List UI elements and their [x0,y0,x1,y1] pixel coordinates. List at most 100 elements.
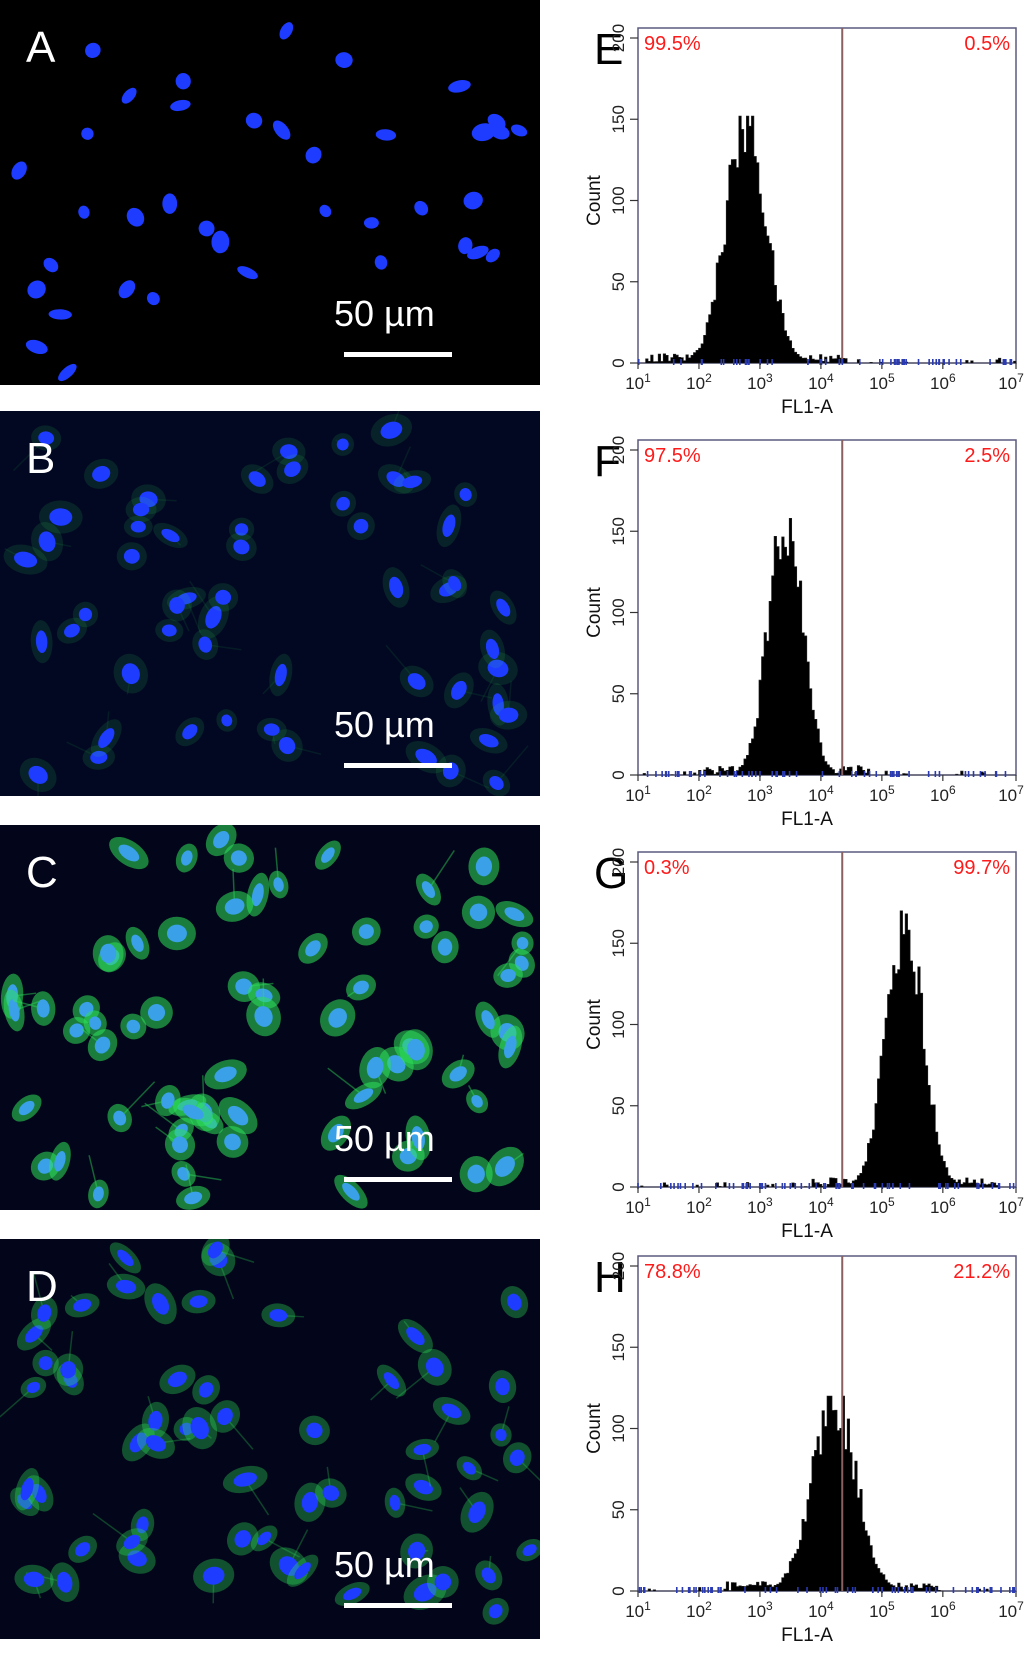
cell-nucleus [31,1483,47,1503]
cell-nucleus [415,748,437,766]
cell-nucleus [115,1279,137,1294]
cell-nucleus [504,1035,517,1059]
cell-nucleus [269,1309,288,1322]
cell-neurite [144,1102,182,1132]
cell-nucleus [182,724,198,740]
y-tick-label: 150 [609,517,628,545]
y-tick-label: 50 [609,1500,628,1519]
cell-nucleus [64,623,80,638]
plot-frame [637,851,1017,1188]
cell-nucleus [129,1432,147,1453]
cell-nucleus [217,1407,233,1426]
cell-nucleus [161,624,177,637]
panel-letter-f: F [594,437,621,486]
cell-nucleus [121,87,137,104]
cell-nucleus [98,728,115,748]
cell-neurite [427,850,455,890]
cell-nucleus [18,1100,35,1116]
cell-neurite [421,1449,432,1487]
cell-nucleus [509,1449,525,1466]
cell-nucleus [280,444,298,459]
cell-nucleus [146,292,160,306]
cell-nucleus [467,245,489,260]
cell-nucleus [414,200,429,216]
cell-nucleus [251,883,264,907]
cell-nucleus [322,1485,340,1501]
cell-nucleus [211,230,230,254]
cell-nucleus [383,1372,400,1389]
cell-nucleus [387,1055,406,1074]
cell-nucleus [24,1325,43,1343]
x-tick-label: 105 [869,1599,895,1621]
scale-bar-label: 50 µm [334,704,435,745]
cell-nucleus [448,575,462,592]
cell-nucleus [419,920,433,933]
cell-nucleus [248,471,266,487]
cell-nucleus [182,1104,204,1120]
cell-nucleus [127,1550,147,1567]
cell-neurite [119,1081,156,1119]
cell-nucleus [469,903,488,922]
cell-nucleus [278,1556,300,1576]
cell-nucleus [481,1567,496,1584]
cell-nucleus [478,733,499,748]
y-tick-label: 150 [609,1333,628,1361]
x-tick-label: 106 [930,783,956,805]
cell-nucleus [43,257,59,273]
cell-nucleus [233,539,250,555]
scale-bar-label: 50 µm [334,1118,435,1159]
cell-nucleus [451,680,467,700]
x-tick-label: 101 [625,371,651,393]
cell-nucleus [198,220,215,237]
x-tick-label: 104 [808,1195,834,1217]
cell-nucleus [516,937,529,950]
x-axis-title: FL1-A [781,1221,833,1242]
cell-nucleus [89,1016,102,1030]
cell-nucleus [510,124,528,137]
cell-nucleus [179,1422,193,1436]
cell-nucleus [413,1479,433,1495]
panel-letter-b: B [26,434,56,483]
cell-nucleus [467,1164,485,1184]
cell-nucleus [147,1004,166,1022]
cell-nucleus [328,1123,344,1143]
x-tick-label: 102 [686,783,712,805]
scale-bar-label: 50 µm [334,293,435,334]
scale-bar [344,1177,452,1182]
cell-nucleus [336,496,350,511]
left-gate-percentage: 97.5% [644,445,701,467]
cell-nucleus [380,421,403,439]
cell-nucleus [214,1066,237,1083]
cell-nucleus [213,830,230,849]
cell-nucleus [177,1167,191,1181]
cell-nucleus [363,217,379,229]
cell-nucleus [92,465,111,482]
cell-nucleus [54,1151,66,1172]
x-tick-label: 103 [747,1599,773,1621]
x-tick-label: 104 [808,371,834,393]
y-tick-label: 200 [609,24,628,52]
cell-nucleus [123,548,140,564]
cell-nucleus [11,161,27,180]
cell-nucleus [131,934,144,952]
cell-nucleus [471,123,496,142]
x-tick-label: 105 [869,371,895,393]
cell-nucleus [284,461,301,477]
cell-nucleus [305,940,321,957]
cell-nucleus [273,877,284,892]
cell-nucleus [78,205,90,219]
cell-nucleus [421,881,436,898]
x-tick-label: 101 [625,1599,651,1621]
y-tick-label: 200 [609,848,628,876]
x-tick-label: 105 [869,783,895,805]
cell-nucleus [136,1516,149,1534]
cell-nucleus [353,518,369,534]
cell-nucleus [60,1361,77,1379]
cell-nucleus [123,1534,141,1550]
cell-nucleus [263,723,280,736]
cell-nucleus [13,551,38,568]
cell-neurite [394,1502,433,1512]
cell-nucleus [386,471,406,488]
cell-nucleus [139,491,158,508]
cell-nucleus [132,502,150,517]
